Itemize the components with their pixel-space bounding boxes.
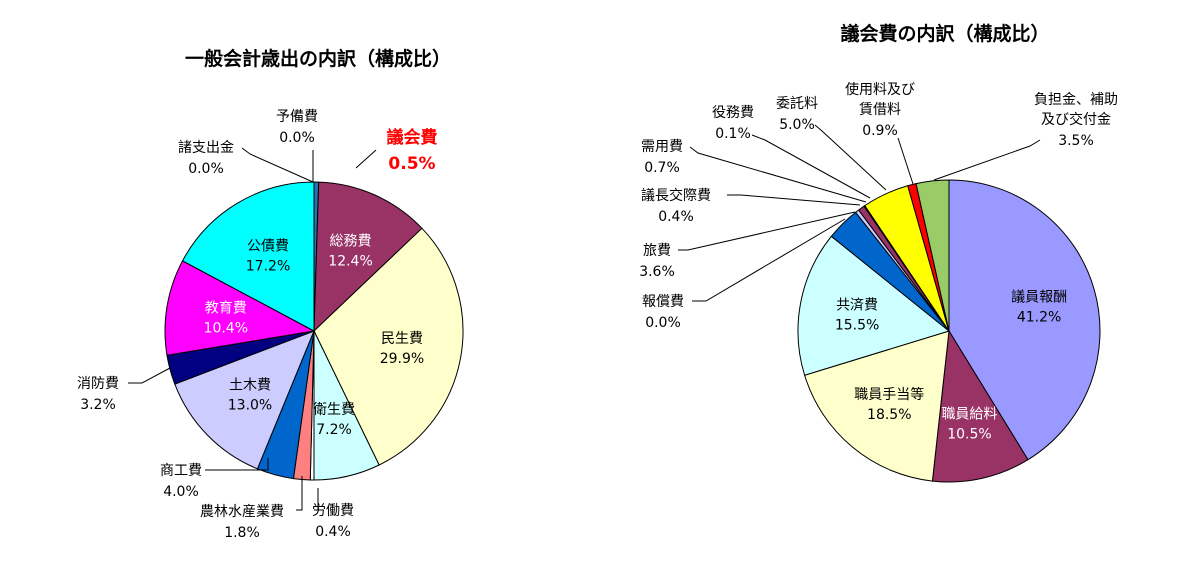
pie1-slice-11 [915, 179, 950, 332]
pie1-slice-0 [948, 179, 1101, 461]
pie0-value-10: 17.2% [246, 258, 290, 274]
pie1-leader-11 [933, 139, 1041, 181]
pie-chart-assembly: 議員報酬 41.2% 職員給料 10.5% 職員手当等 18.5% 共済費 15.5% 報償費 0… [639, 81, 1118, 483]
pie0-value-5: 1.8% [224, 525, 260, 541]
pie1-value-7: 0.7% [644, 160, 680, 176]
pie0-label-11: 諸支出金 [178, 140, 234, 156]
pie0-label-9: 教育費 [205, 300, 247, 316]
pie0-label-8: 消防費 [77, 376, 119, 392]
pie0-label-1: 総務費 [330, 233, 372, 249]
pie0-value-2: 29.9% [380, 351, 424, 367]
pie0-value-4: 0.4% [315, 524, 351, 540]
pie1-slice-3 [797, 235, 951, 376]
pie0-slice-2 [313, 227, 464, 466]
pie1-value-3: 15.5% [835, 317, 879, 333]
pie1-label-11: 負担金、補助及び交付金 [1034, 92, 1118, 128]
pie0-slice-7 [174, 330, 315, 470]
pie1-value-1: 10.5% [947, 426, 991, 442]
pie0-leader-5 [296, 476, 303, 511]
pie0-value-6: 4.0% [163, 484, 199, 500]
pie1-value-10: 0.9% [862, 123, 898, 139]
pie1-label-10: 使用料及び賃借料 [845, 81, 915, 118]
pie1-value-0: 41.2% [1017, 310, 1061, 326]
pie0-value-11: 0.0% [188, 161, 224, 177]
pie0-leader-11 [241, 147, 314, 183]
pie1-leader-5 [678, 211, 856, 251]
pie0-slice-10 [181, 181, 315, 332]
pie0-label-0: 議会費 [387, 127, 438, 148]
chart-title-assembly: 議会費の内訳（構成比） [840, 22, 1049, 45]
pie0-value-9: 10.4% [204, 320, 248, 336]
pie1-slice-1 [931, 329, 1029, 483]
pie1-label-2: 職員手当等 [854, 386, 924, 403]
pie0-label-10: 公債費 [247, 238, 289, 254]
pie0-value-0: 0.5% [388, 154, 435, 174]
pie1-label-7: 需用費 [641, 139, 683, 155]
pie1-value-5: 3.6% [639, 264, 675, 280]
pie0-label-4: 労働費 [312, 503, 354, 519]
pie0-label-3: 衛生費 [313, 402, 355, 418]
pie1-leader-8 [751, 134, 871, 199]
pie1-label-4: 報償費 [642, 294, 684, 310]
pie1-leader-10 [897, 137, 914, 185]
pie1-value-6: 0.4% [658, 209, 694, 225]
pie0-slice-9 [164, 260, 316, 356]
pie0-leader-0 [355, 149, 377, 169]
pie1-value-9: 5.0% [779, 117, 815, 133]
pie1-value-4: 0.0% [645, 315, 681, 331]
pie1-value-8: 0.1% [715, 126, 751, 142]
pie1-value-11: 3.5% [1058, 133, 1094, 149]
pie1-label-9: 委託料 [776, 96, 818, 112]
pie0-value-7: 13.0% [228, 397, 272, 413]
pie0-value-1: 12.4% [328, 253, 372, 269]
pie0-leader-8 [128, 367, 171, 384]
pie0-value-8: 3.2% [80, 397, 116, 413]
pie1-label-6: 議長交際費 [641, 187, 711, 204]
pie1-label-1: 職員給料 [941, 406, 997, 422]
pie1-value-2: 18.5% [867, 407, 911, 423]
pie1-slice-2 [803, 330, 950, 482]
pie-chart-general: 議会費 0.5% 総務費 12.4% 民生費 29.9% 衛生費 7.2% 労働費 0.4% 農林水… [77, 109, 464, 541]
pie0-value-3: 7.2% [316, 422, 352, 438]
pie0-label-7: 土木費 [229, 377, 271, 393]
pie0-slice-1 [313, 181, 423, 333]
pie0-label-2: 民生費 [381, 331, 423, 347]
chart-title-general: 一般会計歳出の内訳（構成比） [185, 47, 451, 70]
pie0-value-12: 0.0% [279, 130, 315, 146]
pie1-label-0: 議員報酬 [1011, 289, 1067, 306]
pie0-leader-6 [205, 458, 269, 471]
pie0-label-5: 農林水産業費 [200, 504, 284, 520]
pie0-label-6: 商工費 [160, 463, 202, 479]
pie1-label-5: 旅費 [643, 243, 671, 259]
pie0-label-12: 予備費 [276, 109, 318, 125]
pie1-leader-6 [727, 194, 861, 206]
pie1-leader-9 [814, 124, 887, 191]
pie1-leader-4 [692, 218, 846, 302]
pie1-label-3: 共済費 [836, 297, 878, 313]
pie1-leader-7 [689, 146, 867, 203]
pie1-label-8: 役務費 [712, 105, 754, 121]
